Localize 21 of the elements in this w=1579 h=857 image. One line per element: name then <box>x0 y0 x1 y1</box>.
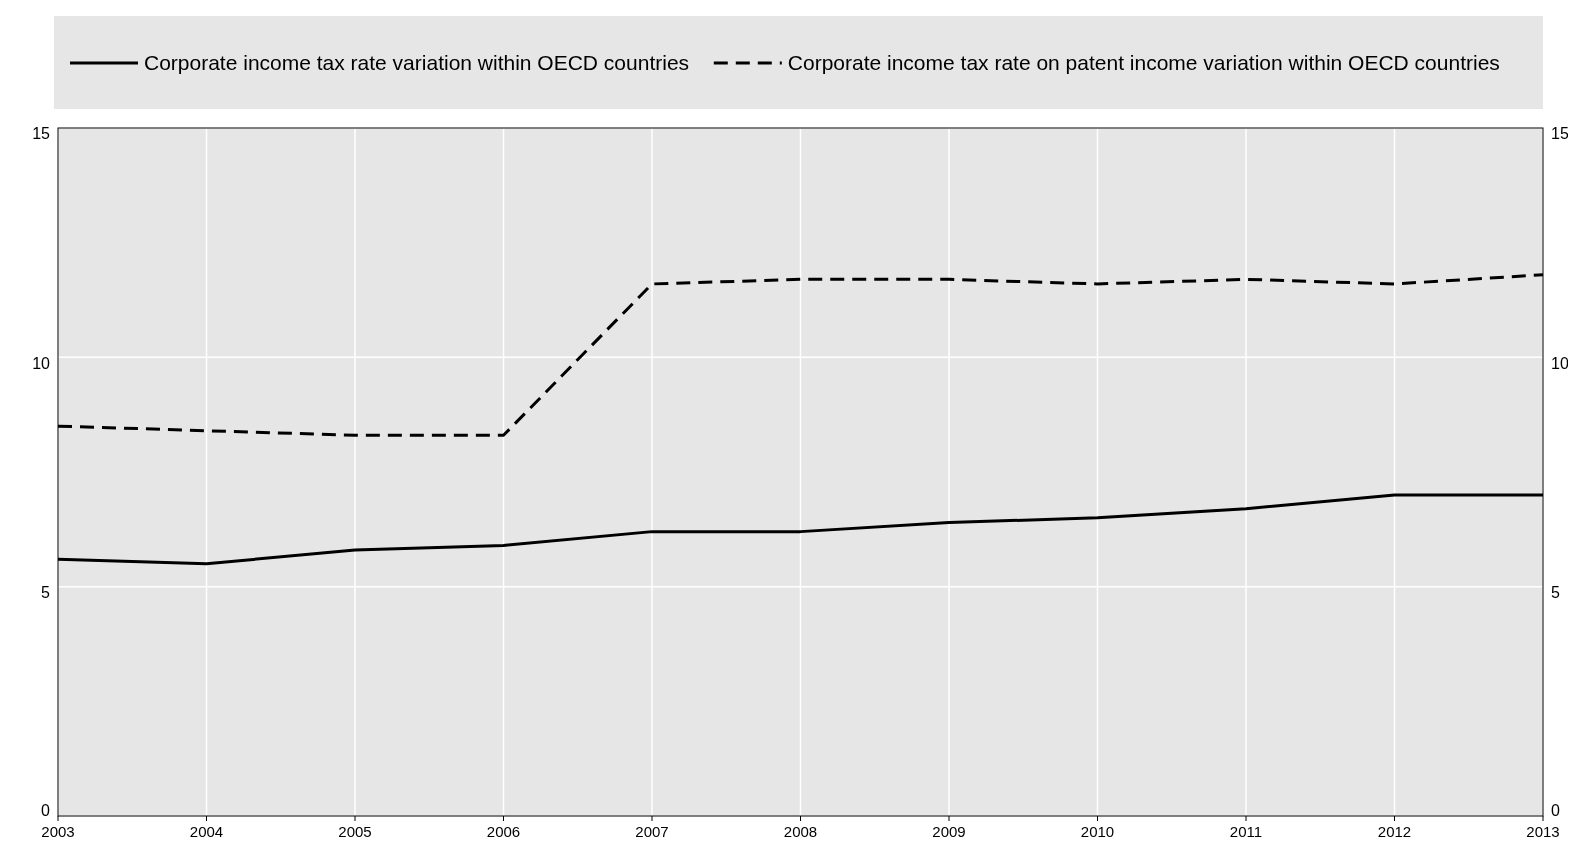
x-tick-label: 2007 <box>635 823 669 841</box>
y2-tick-label: 15 <box>1551 125 1569 143</box>
x-tick-label: 2005 <box>338 823 372 841</box>
x-tick-label: 2006 <box>486 823 521 841</box>
legend-label: Corporate income tax rate variation within OECD countries <box>144 51 690 74</box>
y2-tick-label: 10 <box>1551 354 1569 372</box>
x-tick-label: 2011 <box>1229 823 1263 841</box>
x-tick-label: 2004 <box>189 823 224 841</box>
x-tick-label: 2012 <box>1377 823 1412 841</box>
x-tick-label: 2003 <box>41 823 75 841</box>
y2-tick-label: 0 <box>1551 802 1560 819</box>
y2-tick-label: 5 <box>1551 583 1560 601</box>
x-tick-label: 2008 <box>783 823 818 841</box>
y-tick-label: 0 <box>41 802 51 819</box>
y-tick-label: 5 <box>41 583 51 601</box>
y-tick-label: 15 <box>32 125 51 143</box>
x-tick-label: 2013 <box>1526 823 1560 841</box>
x-tick-label: 2009 <box>932 823 966 841</box>
x-tick-label: 2010 <box>1080 823 1115 841</box>
legend-label: Corporate income tax rate on patent income variation within OECD countries <box>787 51 1500 74</box>
y-tick-label: 10 <box>32 354 51 372</box>
